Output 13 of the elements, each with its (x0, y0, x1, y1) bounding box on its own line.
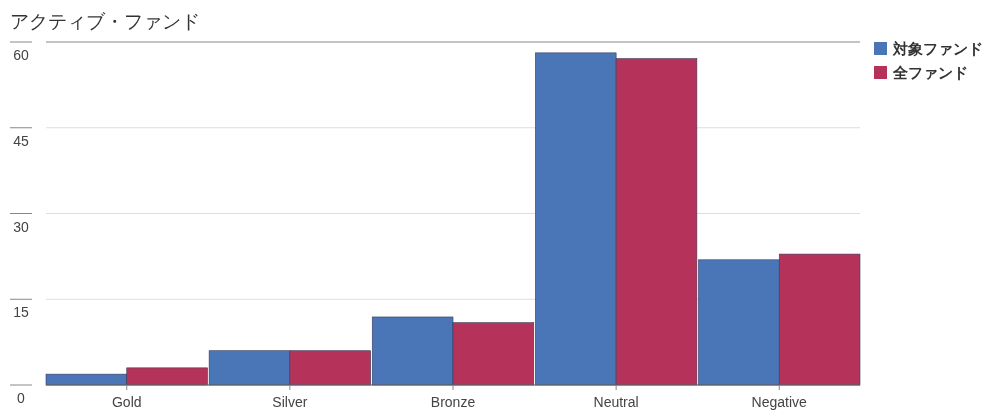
y-tick-label: 0 (17, 390, 26, 406)
y-tick-label: 45 (13, 132, 29, 149)
x-tick-label: Bronze (430, 394, 476, 410)
y-tick-label: 30 (13, 218, 29, 235)
chart-title: アクティブ・ファンド (10, 11, 200, 32)
legend-label: 全ファンド (892, 64, 968, 81)
y-tick-label: 60 (13, 47, 29, 63)
y-tick-label: 15 (13, 304, 29, 321)
x-tick-label: Negative (751, 394, 808, 410)
x-tick-label: Silver (272, 394, 308, 410)
x-tick-label: Gold (111, 394, 142, 410)
x-tick-label: Neutral (593, 394, 639, 410)
legend-label: 対象ファンド (892, 40, 983, 57)
